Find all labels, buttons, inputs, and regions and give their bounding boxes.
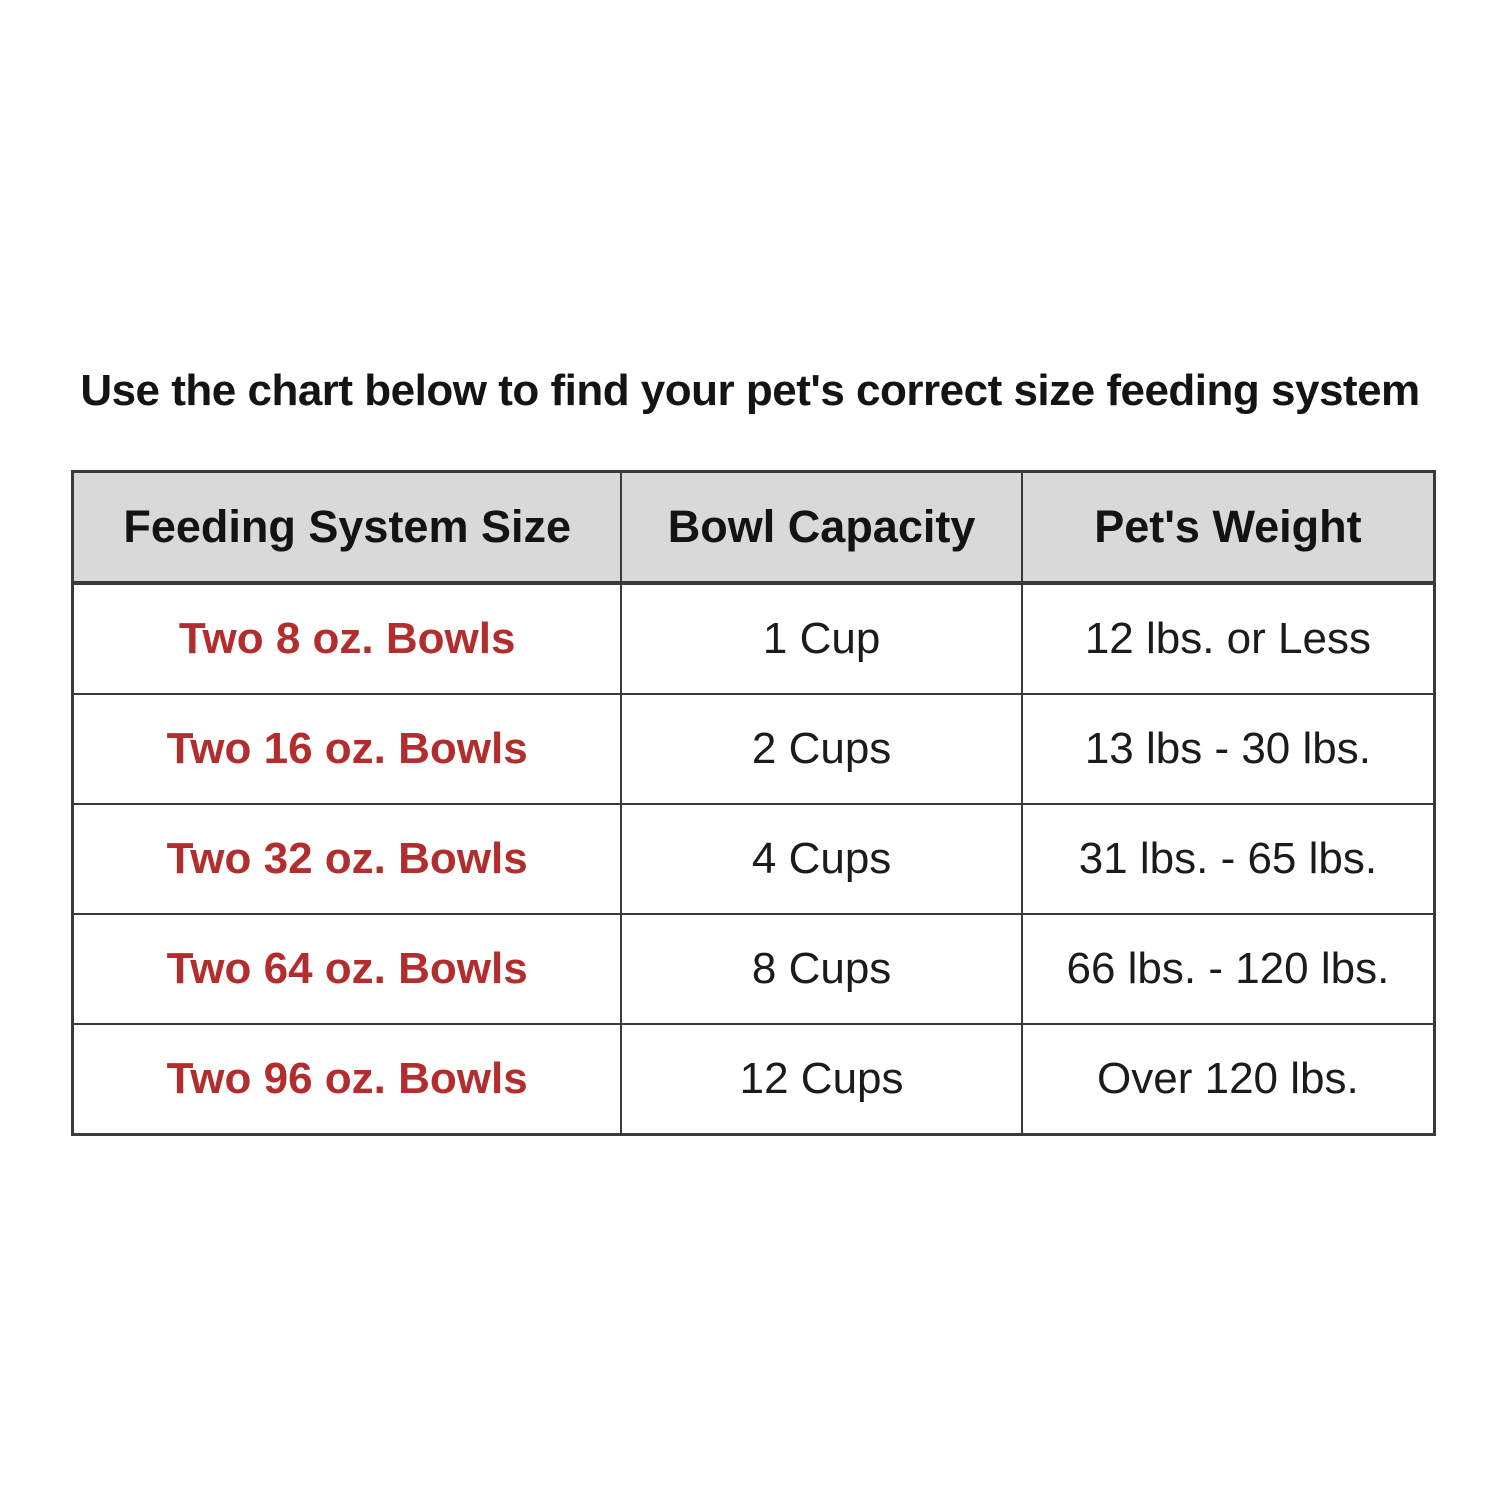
cell-weight: 66 lbs. - 120 lbs.	[1020, 913, 1436, 1025]
table-row: Two 32 oz. Bowls 4 Cups 31 lbs. - 65 lbs…	[71, 803, 1436, 915]
cell-capacity: 1 Cup	[620, 582, 1023, 695]
header-row: Feeding System Size Bowl Capacity Pet's …	[71, 470, 1436, 585]
table-header: Feeding System Size Bowl Capacity Pet's …	[71, 470, 1436, 585]
header-feeding-system-size: Feeding System Size	[71, 470, 623, 585]
cell-size: Two 96 oz. Bowls	[71, 1023, 623, 1136]
cell-capacity: 12 Cups	[620, 1023, 1023, 1136]
cell-weight: 12 lbs. or Less	[1020, 582, 1436, 695]
page-title: Use the chart below to find your pet's c…	[80, 366, 1420, 415]
cell-capacity: 2 Cups	[620, 693, 1023, 805]
cell-capacity: 8 Cups	[620, 913, 1023, 1025]
header-bowl-capacity: Bowl Capacity	[620, 470, 1023, 585]
cell-weight: 31 lbs. - 65 lbs.	[1020, 803, 1436, 915]
table-row: Two 64 oz. Bowls 8 Cups 66 lbs. - 120 lb…	[71, 913, 1436, 1025]
cell-size: Two 32 oz. Bowls	[71, 803, 623, 915]
cell-capacity: 4 Cups	[620, 803, 1023, 915]
cell-size: Two 16 oz. Bowls	[71, 693, 623, 805]
cell-size: Two 8 oz. Bowls	[71, 582, 623, 695]
feeding-system-size-chart: Feeding System Size Bowl Capacity Pet's …	[71, 470, 1436, 1136]
table-row: Two 96 oz. Bowls 12 Cups Over 120 lbs.	[71, 1023, 1436, 1136]
cell-weight: 13 lbs - 30 lbs.	[1020, 693, 1436, 805]
table-body: Two 8 oz. Bowls 1 Cup 12 lbs. or Less Tw…	[71, 582, 1436, 1136]
table-row: Two 8 oz. Bowls 1 Cup 12 lbs. or Less	[71, 582, 1436, 695]
table-row: Two 16 oz. Bowls 2 Cups 13 lbs - 30 lbs.	[71, 693, 1436, 805]
cell-size: Two 64 oz. Bowls	[71, 913, 623, 1025]
header-pets-weight: Pet's Weight	[1020, 470, 1436, 585]
cell-weight: Over 120 lbs.	[1020, 1023, 1436, 1136]
